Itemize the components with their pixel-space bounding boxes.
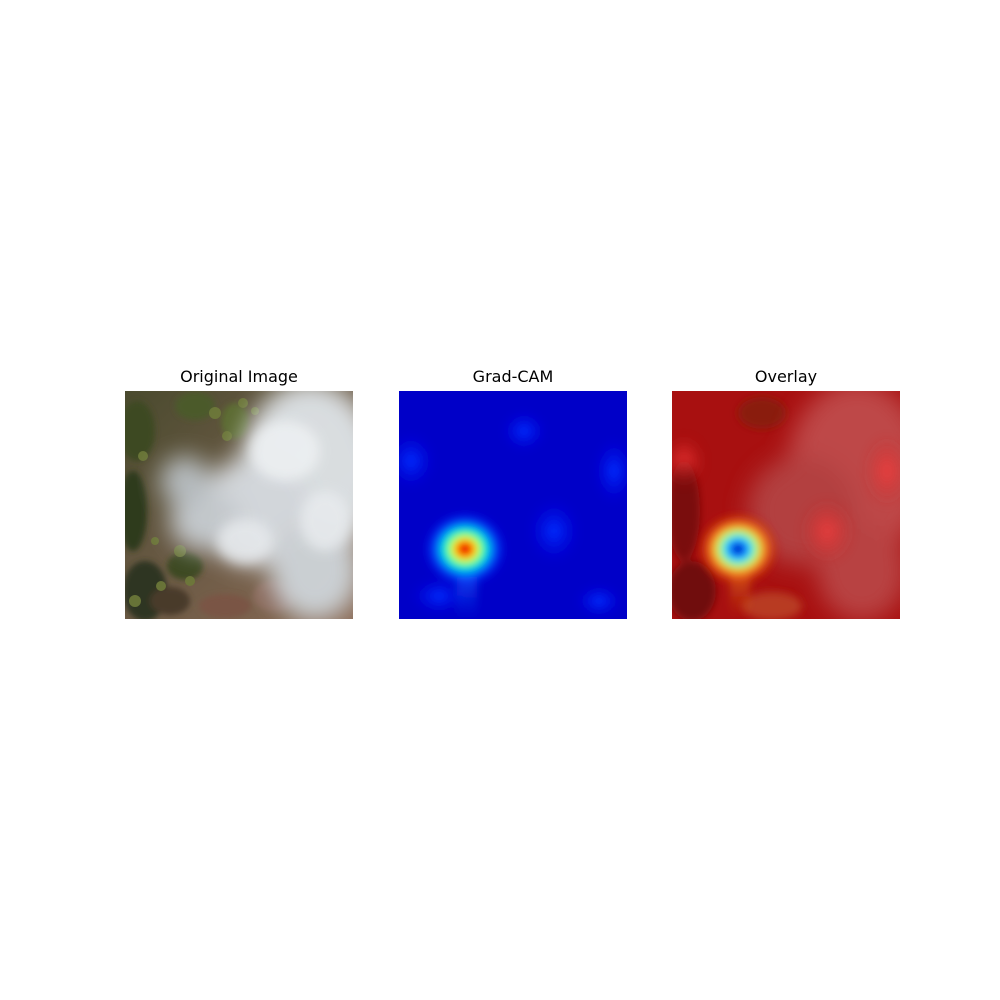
gradcam-heatmap xyxy=(399,391,627,619)
panel-title-original: Original Image xyxy=(180,367,298,386)
panel-title-gradcam: Grad-CAM xyxy=(472,367,554,386)
panel-overlay: Overlay xyxy=(672,366,900,619)
overlay-image xyxy=(672,391,900,619)
gradcam-heatmap-canvas xyxy=(399,391,627,619)
original-image-canvas xyxy=(125,391,353,619)
overlay-image-canvas xyxy=(672,391,900,619)
panel-gradcam: Grad-CAM xyxy=(399,366,627,619)
panel-original: Original Image xyxy=(125,366,353,619)
panel-title-overlay: Overlay xyxy=(754,367,818,386)
original-image xyxy=(125,391,353,619)
